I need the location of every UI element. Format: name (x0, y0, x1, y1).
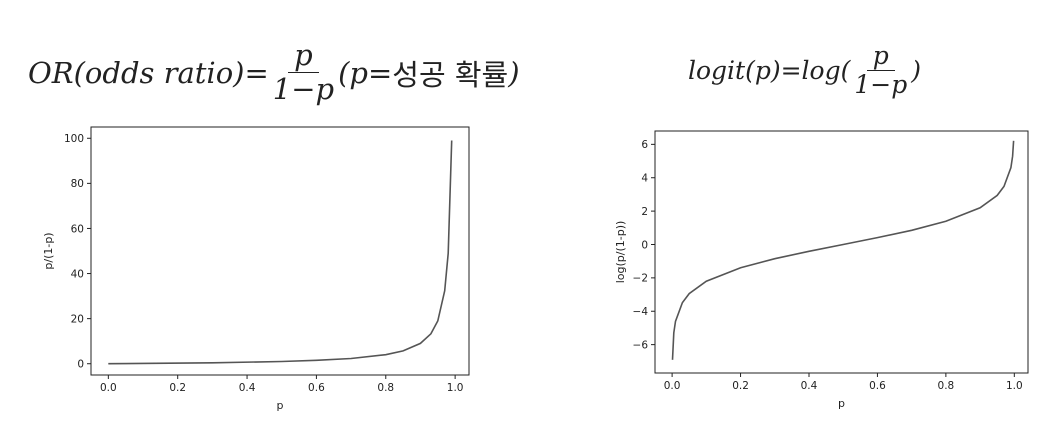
x-tick-label: 0.2 (169, 382, 186, 394)
plot-frame (90, 126, 470, 376)
formula-tail-close: ) (508, 56, 520, 91)
y-tick-label: 2 (641, 206, 648, 218)
y-tick-label: −4 (633, 306, 649, 318)
formula-tail-korean: 성공 확률 (392, 58, 509, 93)
fraction: p 1−p (272, 39, 335, 106)
y-tick-label: 20 (71, 313, 84, 325)
fraction-numerator: p (288, 39, 319, 73)
x-tick-label: 0.8 (377, 382, 394, 394)
logit-formula: logit(p)=log( p 1−p ) (688, 42, 921, 99)
y-tick-label: 60 (71, 223, 84, 235)
odds-ratio-formula: OR(odds ratio)= p 1−p (p= 성공 확률 ) (28, 39, 520, 106)
formula-tail-open: (p= (338, 56, 393, 91)
x-tick-label: 1.0 (447, 382, 464, 394)
y-axis-label: log(p/(1-p)) (614, 221, 627, 284)
odds-ratio-chart: 0.0 0.2 0.4 0.6 0.8 1.0 0 20 40 60 80 100 p p/(1-p) (42, 126, 470, 412)
logit-chart: 0.0 0.2 0.4 0.6 0.8 1.0 −6 −4 −2 0 2 4 6 p log(p/(1-p)… (614, 130, 1029, 410)
y-tick-label: 0 (77, 359, 84, 371)
y-tick-label: 100 (64, 133, 84, 145)
x-tick-label: 0.6 (308, 382, 325, 394)
x-axis-label: p (277, 399, 284, 412)
x-tick-label: 0.2 (732, 380, 749, 392)
series-line (108, 140, 453, 365)
plot-frame (654, 130, 1029, 374)
x-axis-label: p (838, 397, 845, 410)
y-tick-label: −2 (633, 273, 648, 285)
fraction-denominator: 1−p (854, 69, 908, 99)
x-tick-label: 0.0 (664, 380, 681, 392)
x-tick-label: 0.4 (801, 380, 818, 392)
x-tick-label: 0.0 (100, 382, 117, 394)
series-line (671, 140, 1015, 360)
y-tick-label: 4 (641, 173, 648, 185)
y-tick-label: 80 (71, 178, 84, 190)
x-tick-label: 1.0 (1006, 380, 1023, 392)
fraction-numerator: p (866, 42, 895, 71)
y-tick-label: 0 (641, 239, 648, 251)
x-tick-label: 0.8 (938, 380, 955, 392)
formula-lhs: OR(odds ratio)= (28, 56, 269, 91)
formula-lhs: logit(p)=log( (688, 56, 851, 86)
fraction: p 1−p (854, 42, 907, 99)
y-tick-label: −6 (633, 339, 649, 351)
x-tick-label: 0.6 (869, 380, 886, 392)
formula-tail-close: ) (911, 56, 921, 86)
y-axis-label: p/(1-p) (42, 232, 55, 269)
fraction-denominator: 1−p (272, 71, 335, 106)
y-tick-label: 40 (71, 268, 84, 280)
y-tick-label: 6 (641, 139, 648, 151)
x-tick-label: 0.4 (239, 382, 256, 394)
